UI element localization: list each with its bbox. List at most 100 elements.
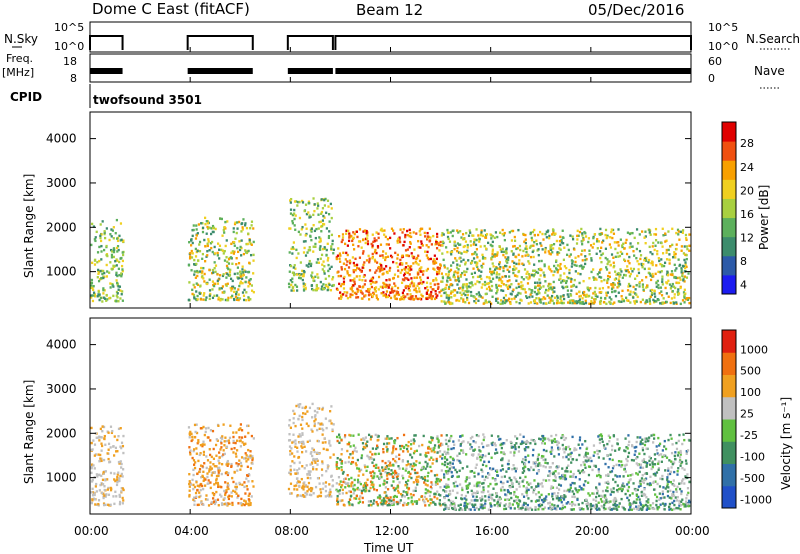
range-gate-cell <box>243 269 246 272</box>
range-gate-cell <box>390 255 394 259</box>
range-gate-cell <box>641 480 644 483</box>
range-gate-cell <box>530 273 533 277</box>
range-gate-cell <box>542 302 545 305</box>
range-gate-cell <box>215 454 218 457</box>
range-gate-cell <box>108 460 111 464</box>
range-gate-cell <box>601 252 605 255</box>
range-gate-cell <box>561 285 564 289</box>
range-gate-cell <box>248 279 251 282</box>
range-gate-cell <box>231 503 234 507</box>
range-gate-cell <box>644 478 647 482</box>
range-gate-cell <box>571 501 574 504</box>
range-gate-cell <box>525 245 528 248</box>
range-gate-cell <box>318 427 321 431</box>
range-gate-cell <box>437 267 440 270</box>
range-gate-cell <box>316 476 320 480</box>
range-gate-cell <box>196 472 199 475</box>
range-gate-cell <box>196 503 199 507</box>
range-gate-cell <box>289 199 292 202</box>
range-gate-cell <box>399 271 402 274</box>
range-gate-cell <box>444 291 447 294</box>
range-gate-cell <box>344 486 347 489</box>
range-gate-cell <box>244 442 247 445</box>
range-gate-cell <box>632 250 635 253</box>
range-gate-cell <box>665 258 669 261</box>
range-gate-cell <box>400 297 404 300</box>
range-gate-cell <box>667 230 670 233</box>
range-gate-cell <box>212 271 215 274</box>
range-gate-cell <box>574 260 577 264</box>
range-gate-cell <box>327 205 330 208</box>
range-gate-cell <box>464 508 467 511</box>
range-gate-cell <box>110 235 113 238</box>
range-gate-cell <box>377 288 380 291</box>
range-gate-cell <box>461 508 464 512</box>
range-gate-cell <box>560 507 563 511</box>
range-gate-cell <box>531 454 535 457</box>
range-gate-cell <box>628 262 631 265</box>
range-gate-cell <box>413 284 416 287</box>
range-gate-cell <box>612 478 615 481</box>
range-gate-cell <box>293 264 296 267</box>
range-gate-cell <box>249 502 252 505</box>
range-gate-cell <box>549 268 552 271</box>
range-gate-cell <box>191 288 194 292</box>
range-gate-cell <box>625 252 629 256</box>
range-gate-cell <box>599 256 602 260</box>
range-gate-cell <box>354 462 358 465</box>
range-gate-cell <box>459 275 463 278</box>
range-gate-cell <box>215 474 219 478</box>
range-gate-cell <box>299 423 303 426</box>
range-gate-cell <box>340 468 343 472</box>
range-gate-cell <box>233 250 236 254</box>
range-gate-cell <box>329 456 332 459</box>
range-gate-cell <box>441 457 444 460</box>
range-gate-cell <box>656 508 659 511</box>
range-gate-cell <box>521 504 524 508</box>
range-gate-cell <box>250 243 253 246</box>
range-gate-cell <box>386 496 389 500</box>
range-gate-cell <box>629 290 632 293</box>
range-gate-cell <box>592 504 595 507</box>
range-gate-cell <box>309 264 313 268</box>
range-gate-cell <box>413 439 416 443</box>
range-gate-cell <box>252 272 255 275</box>
range-gate-cell <box>638 233 641 236</box>
range-gate-cell <box>393 273 397 276</box>
range-gate-cell <box>352 231 355 234</box>
range-gate-cell <box>632 291 635 294</box>
range-gate-cell <box>402 274 406 277</box>
range-gate-cell <box>539 242 542 245</box>
range-gate-cell <box>465 231 468 235</box>
range-gate-cell <box>611 302 615 306</box>
range-gate-cell <box>460 252 463 255</box>
range-gate-cell <box>396 502 399 506</box>
range-gate-cell <box>340 268 343 271</box>
range-gate-cell <box>421 477 425 480</box>
range-gate-cell <box>495 266 498 270</box>
range-gate-cell <box>90 471 93 475</box>
range-gate-cell <box>660 294 664 297</box>
range-gate-cell <box>688 249 691 252</box>
range-gate-cell <box>620 465 623 468</box>
range-gate-cell <box>213 502 217 506</box>
range-gate-cell <box>338 282 341 286</box>
range-gate-cell <box>203 292 206 295</box>
range-gate-cell <box>545 495 548 498</box>
range-gate-cell <box>311 447 314 450</box>
range-gate-cell <box>451 234 454 238</box>
range-gate-cell <box>513 235 516 239</box>
range-gate-cell <box>229 256 233 259</box>
range-gate-cell <box>523 501 526 505</box>
range-gate-cell <box>384 470 387 474</box>
range-gate-cell <box>245 454 248 457</box>
range-gate-cell <box>208 278 211 281</box>
range-gate-cell <box>237 494 240 498</box>
range-gate-cell <box>459 444 462 447</box>
range-gate-cell <box>596 489 599 493</box>
range-gate-cell <box>121 268 124 271</box>
range-gate-cell <box>416 297 420 301</box>
range-gate-cell <box>369 486 372 490</box>
range-gate-cell <box>241 441 244 444</box>
range-gate-cell <box>684 505 687 508</box>
